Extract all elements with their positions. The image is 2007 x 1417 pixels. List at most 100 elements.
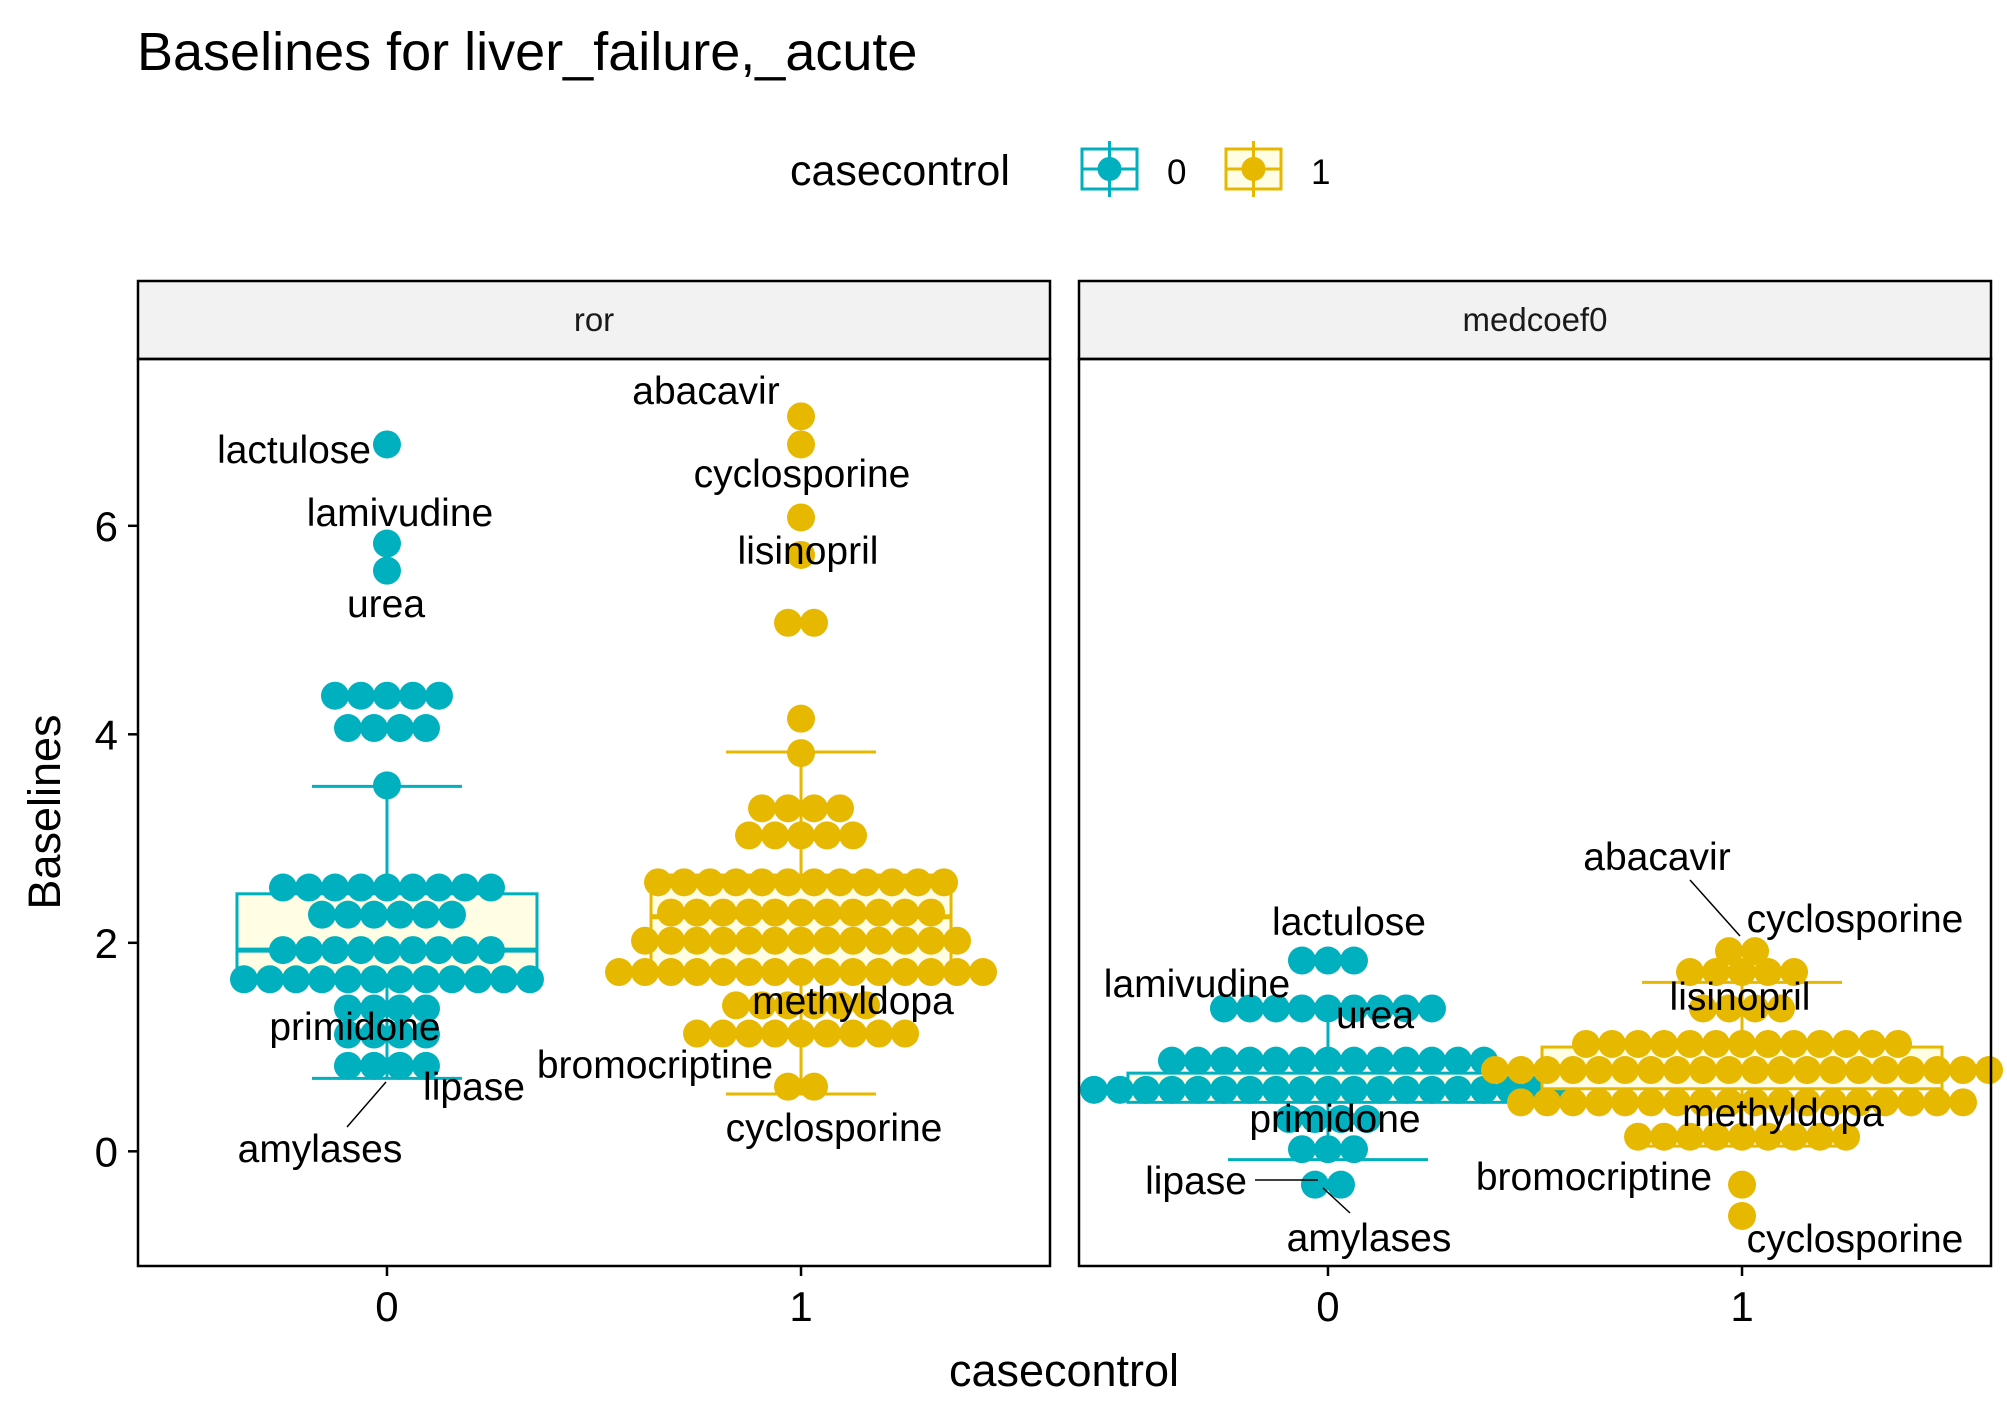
- data-point-0: [307, 965, 336, 994]
- data-point-1: [1793, 1088, 1822, 1117]
- data-point-1: [1767, 1056, 1796, 1085]
- data-point-0: [346, 936, 375, 965]
- data-point-1: [1767, 994, 1796, 1023]
- data-point-1: [1572, 1029, 1601, 1058]
- data-point-1: [787, 1019, 816, 1048]
- data-point-1: [735, 898, 764, 927]
- annotation-lamivudine: lamivudine: [1104, 963, 1290, 1006]
- annotation-methyldopa: methyldopa: [1682, 1092, 1884, 1135]
- data-point-0: [1339, 1046, 1368, 1075]
- panel-ror: ror lactulose lamivudine urea primidone …: [136, 279, 1052, 1268]
- data-point-1: [1689, 994, 1718, 1023]
- data-point-1: [1858, 1029, 1887, 1058]
- data-point-0: [1417, 994, 1446, 1023]
- data-point-1: [761, 821, 790, 850]
- panel-ror-plot: [229, 402, 998, 1101]
- data-point-1: [748, 991, 777, 1020]
- data-point-1: [1676, 958, 1705, 987]
- data-point-0: [411, 1051, 440, 1080]
- data-point-1: [683, 898, 712, 927]
- data-point-1: [748, 794, 777, 823]
- data-point-1: [813, 821, 842, 850]
- data-point-0: [1287, 1075, 1316, 1104]
- annotation-lisinopril: lisinopril: [1670, 976, 1811, 1019]
- data-point-1: [1819, 1056, 1848, 1085]
- data-point-0: [372, 771, 401, 800]
- data-point-0: [320, 681, 349, 710]
- annotation-primidone: primidone: [1249, 1098, 1420, 1141]
- data-point-1: [774, 794, 803, 823]
- data-point-1: [683, 1019, 712, 1048]
- data-point-1: [670, 868, 699, 897]
- data-point-1: [891, 898, 920, 927]
- data-point-1: [735, 958, 764, 987]
- data-point-0: [1339, 1075, 1368, 1104]
- annotation-lactulose: lactulose: [1272, 901, 1426, 944]
- data-point-0: [1313, 1046, 1342, 1075]
- data-point-1: [813, 958, 842, 987]
- data-point-1: [696, 868, 725, 897]
- data-point-1: [1715, 994, 1744, 1023]
- x-tick-label: 1: [1730, 1283, 1753, 1330]
- data-point-0: [515, 965, 544, 994]
- data-point-1: [1507, 1056, 1536, 1085]
- data-point-1: [1975, 1056, 2004, 1085]
- data-point-1: [1949, 1056, 1978, 1085]
- data-point-0: [1339, 994, 1368, 1023]
- data-point-0: [1235, 1046, 1264, 1075]
- data-point-0: [424, 681, 453, 710]
- data-point-1: [917, 898, 946, 927]
- data-point-1: [644, 868, 673, 897]
- data-point-1: [800, 868, 829, 897]
- data-point-0: [398, 936, 427, 965]
- data-point-1: [1533, 1056, 1562, 1085]
- data-point-0: [1352, 1105, 1381, 1134]
- data-point-1: [1559, 1088, 1588, 1117]
- data-point-0: [268, 873, 297, 902]
- data-point-0: [359, 994, 388, 1023]
- data-point-1: [826, 991, 855, 1020]
- data-point-1: [943, 926, 972, 955]
- data-point-1: [865, 898, 894, 927]
- data-point-0: [268, 936, 297, 965]
- data-point-0: [1313, 1135, 1342, 1164]
- data-point-1: [852, 868, 881, 897]
- annotation-lipase: lipase: [1145, 1160, 1247, 1203]
- data-point-0: [372, 529, 401, 558]
- data-point-1: [787, 898, 816, 927]
- data-point-1: [839, 898, 868, 927]
- data-point-0: [333, 900, 362, 929]
- data-point-0: [1391, 994, 1420, 1023]
- leader-line-amylases: [346, 1081, 387, 1128]
- data-point-0: [1274, 1105, 1303, 1134]
- y-tick-label: 0: [95, 1128, 118, 1175]
- annotation-lactulose: lactulose: [217, 429, 371, 472]
- data-point-0: [1339, 1135, 1368, 1164]
- data-point-1: [826, 868, 855, 897]
- data-point-1: [1897, 1088, 1926, 1117]
- x-tick-label: 0: [375, 1283, 398, 1330]
- data-point-0: [372, 430, 401, 459]
- data-point-1: [1741, 1088, 1770, 1117]
- data-point-0: [385, 1020, 414, 1049]
- annotation-lamivudine: lamivudine: [307, 492, 493, 535]
- data-point-0: [411, 994, 440, 1023]
- x-tick-label: 1: [789, 1283, 812, 1330]
- data-point-0: [372, 936, 401, 965]
- data-point-0: [333, 965, 362, 994]
- data-point-0: [359, 965, 388, 994]
- data-point-1: [657, 958, 686, 987]
- data-point-0: [1287, 1046, 1316, 1075]
- data-point-1: [1611, 1088, 1640, 1117]
- data-point-0: [385, 994, 414, 1023]
- data-point-0: [333, 1020, 362, 1049]
- data-point-1: [787, 926, 816, 955]
- legend-title: casecontrol: [790, 147, 1010, 195]
- data-point-1: [1897, 1056, 1926, 1085]
- data-point-0: [1261, 994, 1290, 1023]
- annotation-bromocriptine: bromocriptine: [537, 1044, 773, 1087]
- data-point-0: [1287, 994, 1316, 1023]
- data-point-0: [1391, 1046, 1420, 1075]
- data-point-1: [1702, 958, 1731, 987]
- data-point-0: [320, 873, 349, 902]
